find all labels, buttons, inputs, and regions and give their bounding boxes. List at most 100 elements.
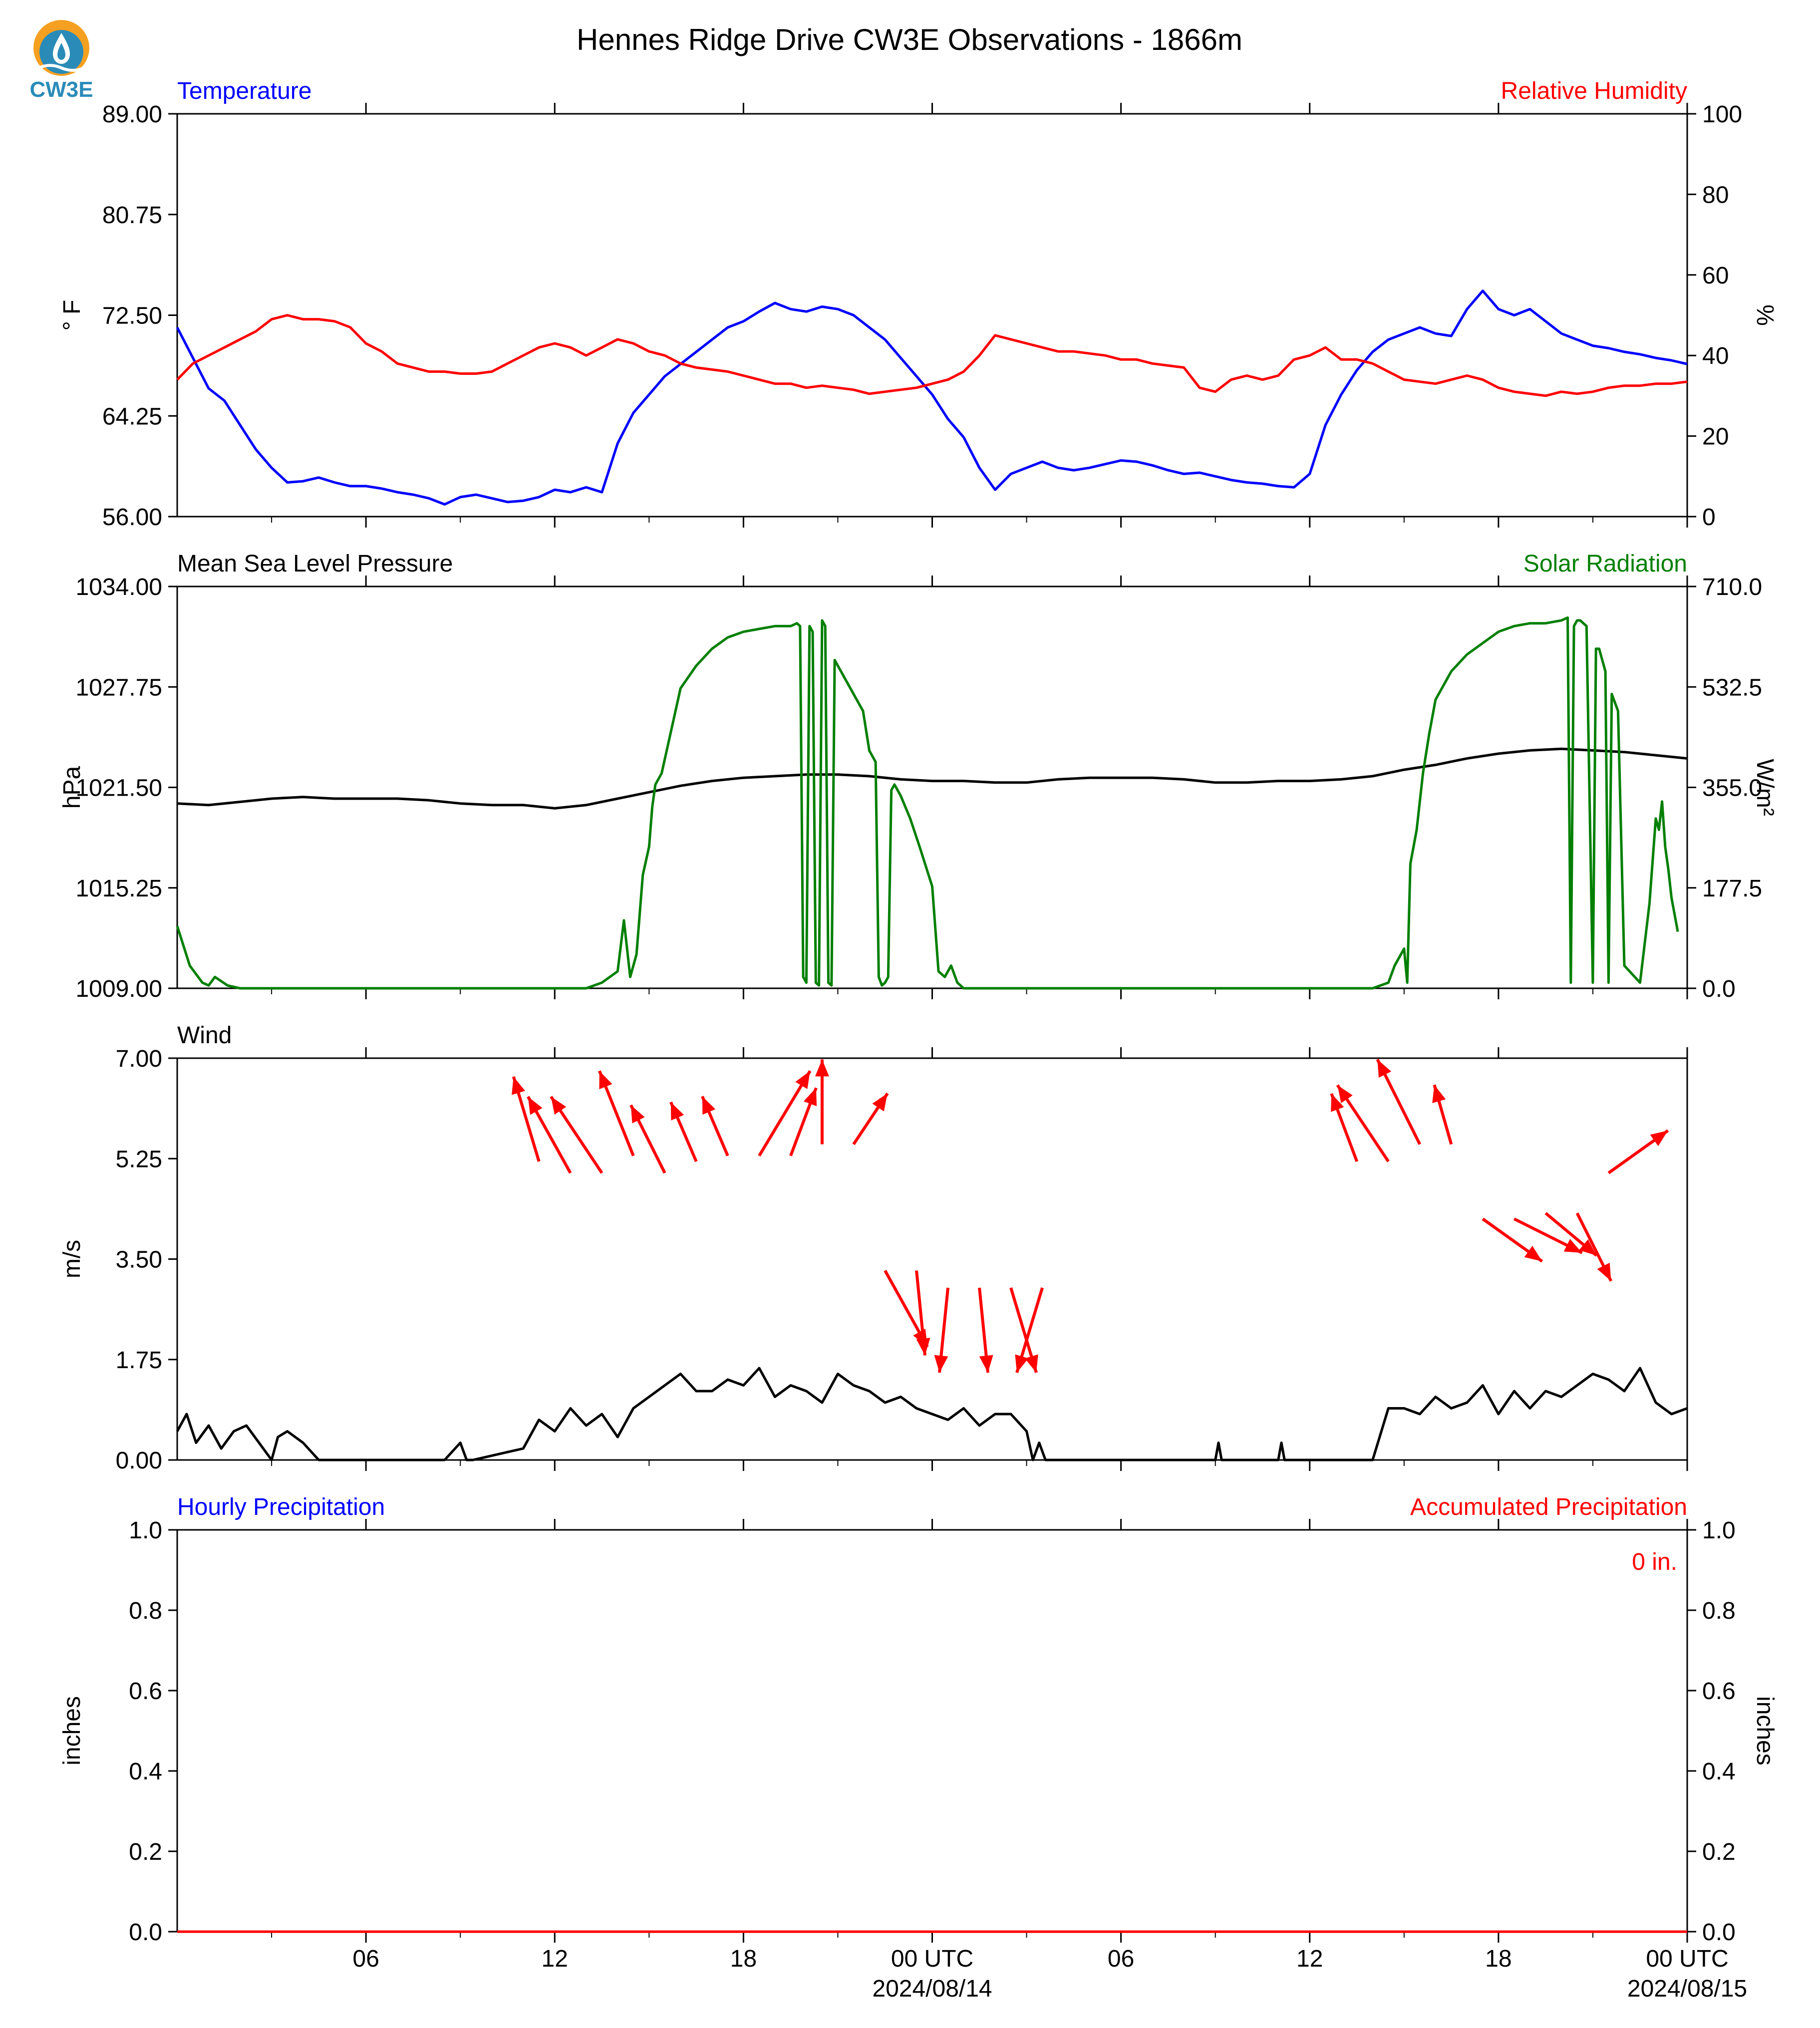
wind-arrow bbox=[1376, 1059, 1422, 1145]
y-tick-label-right: 0.0 bbox=[1702, 1919, 1736, 1946]
y-tick-label-left: 0.6 bbox=[129, 1678, 162, 1705]
y-tick-label-right: 0.8 bbox=[1702, 1598, 1736, 1624]
wind-arrow bbox=[527, 1096, 572, 1174]
y-tick-label-left: 7.00 bbox=[116, 1046, 162, 1072]
y-tick-label-right: 0.6 bbox=[1702, 1678, 1736, 1705]
panel-4: Hourly Precipitation Accumulated Precipit… bbox=[59, 1494, 1778, 1946]
wind-arrow bbox=[629, 1104, 666, 1174]
y-axis-label-right: inches bbox=[1752, 1696, 1778, 1765]
y-tick-label-right: 177.5 bbox=[1702, 875, 1762, 902]
wind-arrow bbox=[1009, 1287, 1038, 1373]
wind-arrow-head bbox=[630, 1105, 645, 1124]
panels-group: Temperature Relative Humidity 89.00 80.75 72… bbox=[59, 78, 1778, 2002]
panel-3: Wind 7.00 5.25 3.50 1.75 0.00 m/s bbox=[59, 1022, 1688, 1474]
x-tick-label: 18 bbox=[730, 1946, 757, 1972]
y-tick-label-left: 1027.75 bbox=[75, 674, 162, 701]
y-tick-label-left: 0.0 bbox=[129, 1919, 162, 1946]
wind-arrow-head bbox=[1597, 1262, 1611, 1281]
wind-arrow-head bbox=[795, 1071, 810, 1089]
wind-arrow bbox=[669, 1101, 698, 1162]
wind-arrow bbox=[1336, 1084, 1390, 1162]
x-tick-label: 12 bbox=[1296, 1946, 1323, 1972]
wind-arrow bbox=[701, 1096, 729, 1157]
y-tick-label-left: 1021.50 bbox=[75, 775, 162, 802]
logo-text: CW3E bbox=[29, 77, 93, 102]
panel-title-left: Mean Sea Level Pressure bbox=[177, 551, 453, 577]
wind-arrow-head bbox=[528, 1097, 543, 1115]
wind-arrow bbox=[1575, 1212, 1613, 1282]
wind-arrow bbox=[1432, 1084, 1453, 1145]
panel-1: Temperature Relative Humidity 89.00 80.75 72… bbox=[59, 78, 1778, 531]
y-axis-label-left: m/s bbox=[59, 1240, 85, 1278]
wind-arrow-head bbox=[815, 1059, 829, 1077]
y-tick-label-left: 0.4 bbox=[129, 1758, 162, 1785]
panel-title-left: Wind bbox=[177, 1022, 232, 1049]
wind-arrow-head bbox=[1377, 1059, 1392, 1078]
wind-arrow bbox=[598, 1070, 635, 1157]
wind-arrow bbox=[1514, 1217, 1583, 1254]
y-tick-label-left: 3.50 bbox=[116, 1247, 162, 1273]
wind-arrow-head bbox=[1579, 1239, 1597, 1256]
y-tick-label-right: 100 bbox=[1702, 101, 1742, 128]
panel-frame bbox=[176, 585, 1688, 989]
y-tick-label-left: 1009.00 bbox=[75, 976, 162, 1002]
wind-arrow-head bbox=[916, 1338, 930, 1356]
wind-arrow-head bbox=[934, 1355, 948, 1373]
y-tick-label-left: 1.0 bbox=[129, 1517, 162, 1544]
y-axis-label-left: hPa bbox=[59, 766, 85, 809]
panel-frame bbox=[176, 1057, 1688, 1461]
y-axis-label-left: ° F bbox=[59, 300, 85, 331]
wind-arrow-head bbox=[1524, 1245, 1542, 1261]
y-tick-label-right: 0 bbox=[1702, 504, 1716, 531]
x-tick-label: 00 UTC bbox=[1646, 1946, 1728, 1972]
x-tick-label: 06 bbox=[352, 1946, 379, 1972]
wind-arrow bbox=[1330, 1093, 1359, 1162]
x-tick-label: 12 bbox=[542, 1946, 568, 1972]
wind-arrow-head bbox=[803, 1088, 817, 1107]
series-line-wind-speed bbox=[176, 1367, 1688, 1461]
y-tick-label-left: 72.50 bbox=[102, 303, 162, 329]
wind-arrow-head bbox=[670, 1102, 684, 1121]
y-axis-label-left: inches bbox=[59, 1696, 85, 1765]
wind-arrow bbox=[1015, 1287, 1044, 1373]
y-tick-label-right: 0.4 bbox=[1702, 1758, 1736, 1785]
y-tick-label-right: 0.0 bbox=[1702, 976, 1736, 1002]
series-line-temperature bbox=[176, 290, 1688, 506]
wind-arrow-head bbox=[1024, 1354, 1038, 1373]
wind-arrow bbox=[789, 1087, 818, 1157]
wind-arrow-head bbox=[551, 1097, 567, 1115]
y-tick-label-left: 80.75 bbox=[102, 202, 162, 229]
wind-arrow-head bbox=[979, 1355, 993, 1373]
y-tick-label-right: 1.0 bbox=[1702, 1517, 1736, 1544]
panel-title-right: Relative Humidity bbox=[1501, 78, 1687, 104]
wind-arrow-head bbox=[512, 1077, 525, 1095]
wind-arrow bbox=[1544, 1212, 1598, 1257]
y-tick-label-left: 56.00 bbox=[102, 504, 162, 531]
wind-arrow bbox=[915, 1270, 930, 1356]
panel-title-right: Solar Radiation bbox=[1523, 551, 1687, 577]
panel-frame bbox=[176, 113, 1688, 518]
wind-arrow-head bbox=[1650, 1131, 1668, 1147]
y-tick-label-right: 40 bbox=[1702, 343, 1729, 369]
wind-arrow-head bbox=[1015, 1354, 1029, 1373]
accumulated-total-label: 0 in. bbox=[1632, 1549, 1677, 1575]
y-tick-label-left: 1034.00 bbox=[75, 574, 162, 600]
series-line-relative-humidity bbox=[176, 314, 1688, 397]
wind-arrow-head bbox=[702, 1096, 716, 1115]
wind-arrow bbox=[852, 1092, 889, 1146]
wind-arrow-head bbox=[1337, 1085, 1353, 1104]
y-tick-label-left: 64.25 bbox=[102, 403, 162, 430]
panel-title-left: Temperature bbox=[177, 78, 311, 104]
panel-title-left: Hourly Precipitation bbox=[177, 1494, 385, 1520]
y-tick-label-right: 80 bbox=[1702, 182, 1729, 208]
wind-arrow-head bbox=[872, 1093, 888, 1112]
y-axis-label-right: % bbox=[1752, 304, 1778, 326]
y-tick-label-left: 1.75 bbox=[116, 1347, 162, 1374]
y-tick-label-left: 89.00 bbox=[102, 101, 162, 128]
wind-arrow bbox=[978, 1287, 993, 1373]
x-tick-label: 18 bbox=[1485, 1946, 1512, 1972]
wind-arrow bbox=[550, 1096, 604, 1174]
y-axis-label-right: W/m² bbox=[1752, 759, 1778, 816]
y-tick-label-right: 710.0 bbox=[1702, 574, 1762, 600]
x-date-label: 2024/08/15 bbox=[1627, 1976, 1747, 2002]
